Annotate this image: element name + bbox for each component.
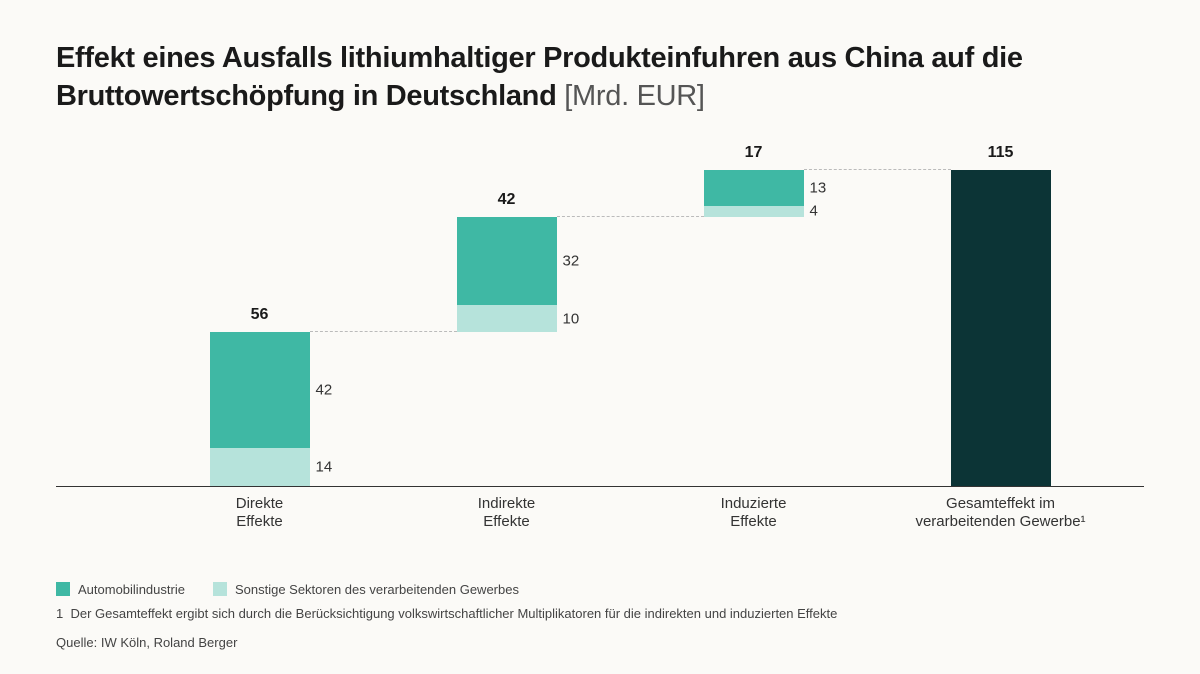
title-main: Effekt eines Ausfalls lithiumhaltiger Pr… — [56, 42, 1023, 112]
bar-segment-direkt-other — [210, 448, 310, 487]
x-axis-label: Gesamteffekt im verarbeitenden Gewerbe¹ — [911, 487, 1091, 523]
plot-region: 14425610324241317115 — [56, 143, 1144, 487]
bar-segment-induziert-other — [704, 206, 804, 217]
x-axis-label: Induzierte Effekte — [664, 487, 844, 523]
source-text: IW Köln, Roland Berger — [101, 635, 238, 650]
bar-stack-indirekt — [457, 217, 557, 333]
bar-slot-direkt: 144256 — [200, 143, 320, 486]
bar-stack-gesamt — [951, 170, 1051, 486]
legend-label-auto: Automobilindustrie — [78, 582, 185, 597]
connector-line — [557, 216, 704, 217]
segment-value-label: 10 — [563, 310, 580, 327]
bar-segment-direkt-auto — [210, 332, 310, 448]
footnote-marker: 1 — [56, 606, 63, 621]
legend-item-auto: Automobilindustrie — [56, 582, 185, 597]
connector-line — [804, 169, 951, 170]
legend: Automobilindustrie Sonstige Sektoren des… — [56, 582, 1144, 597]
segment-value-label: 32 — [563, 252, 580, 269]
footnote: 1 Der Gesamteffekt ergibt sich durch die… — [56, 605, 1144, 623]
legend-item-other: Sonstige Sektoren des verarbeitenden Gew… — [213, 582, 519, 597]
bar-segment-induziert-auto — [704, 170, 804, 206]
bar-total-label: 42 — [447, 191, 567, 209]
bar-stack-induziert — [704, 170, 804, 217]
bar-slot-gesamt: 115 — [941, 143, 1061, 486]
x-axis: Direkte Effekte Indirekte Effekte Induzier… — [136, 487, 1124, 523]
segment-value-label: 4 — [810, 203, 818, 220]
bar-segment-indirekt-auto — [457, 217, 557, 305]
x-axis-label: Indirekte Effekte — [417, 487, 597, 523]
bar-slot-indirekt: 103242 — [447, 143, 567, 486]
bar-segment-gesamt-total — [951, 170, 1051, 486]
source-label: Quelle: — [56, 635, 97, 650]
legend-label-other: Sonstige Sektoren des verarbeitenden Gew… — [235, 582, 519, 597]
source-line: Quelle: IW Köln, Roland Berger — [56, 635, 1144, 650]
bar-total-label: 115 — [941, 144, 1061, 162]
footnote-text: Der Gesamteffekt ergibt sich durch die B… — [70, 606, 837, 621]
chart-title: Effekt eines Ausfalls lithiumhaltiger Pr… — [56, 40, 1144, 115]
segment-value-label: 14 — [316, 459, 333, 476]
connector-line — [310, 331, 457, 332]
swatch-other — [213, 582, 227, 596]
bars-row: 14425610324241317115 — [136, 143, 1124, 486]
chart-footer: Automobilindustrie Sonstige Sektoren des… — [56, 582, 1144, 650]
title-unit: [Mrd. EUR] — [564, 80, 704, 112]
segment-value-label: 42 — [316, 382, 333, 399]
bar-stack-direkt — [210, 332, 310, 486]
segment-value-label: 13 — [810, 179, 827, 196]
bar-total-label: 17 — [694, 144, 814, 162]
chart-area: 14425610324241317115 Direkte EffekteIndi… — [56, 143, 1144, 523]
bar-segment-indirekt-other — [457, 305, 557, 333]
bar-total-label: 56 — [200, 306, 320, 324]
swatch-auto — [56, 582, 70, 596]
bar-slot-induziert: 41317 — [694, 143, 814, 486]
x-axis-label: Direkte Effekte — [170, 487, 350, 523]
